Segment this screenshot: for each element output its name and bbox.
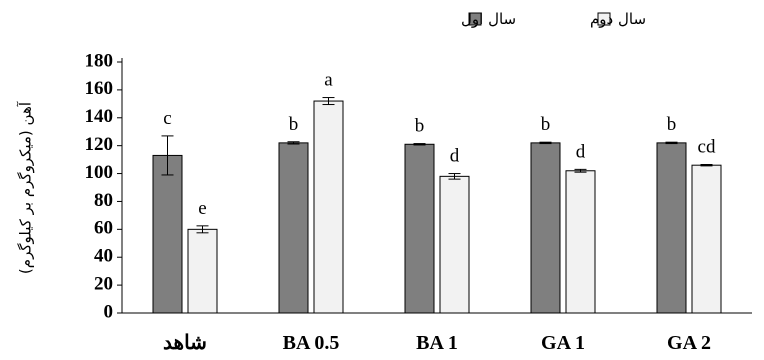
legend: سال اول سال دوم: [461, 10, 646, 28]
significance-label: b: [541, 114, 551, 135]
bars: c b b b b e a d d cd: [152, 70, 722, 314]
x-tick-label: BA 0.5: [283, 332, 340, 354]
legend-label: سال اول: [461, 10, 516, 28]
bar: [530, 142, 561, 314]
x-tick-label: BA 1: [416, 332, 458, 354]
bar: [691, 164, 722, 314]
y-tick-label: 0: [104, 301, 114, 322]
x-tick-label: GA 1: [541, 332, 585, 354]
y-axis-label: آهن (میکروگرم بر کیلوگرم): [17, 101, 35, 274]
y-tick-label: 20: [94, 273, 113, 294]
y-tick-label: 180: [85, 50, 114, 71]
y-tick-label: 80: [94, 190, 113, 211]
bar: [656, 142, 687, 314]
bar: [152, 154, 183, 314]
bar: [404, 143, 435, 314]
y-tick-label: 60: [94, 218, 113, 239]
bar: [278, 142, 309, 314]
legend-swatch: [597, 12, 611, 26]
bar: [313, 100, 344, 314]
significance-label: b: [667, 114, 677, 135]
significance-label: cd: [698, 136, 716, 157]
significance-label: d: [450, 146, 460, 167]
x-tick-label: GA 2: [667, 332, 711, 354]
legend-label: سال دوم: [590, 10, 646, 28]
legend-swatch: [468, 12, 482, 26]
y-tick-label: 140: [85, 106, 114, 127]
y-tick-label: 100: [85, 162, 114, 183]
x-tick-label: شاهد: [163, 332, 207, 354]
y-axis-label-group: آهن (میکروگرم بر کیلوگرم): [17, 101, 35, 274]
y-tick-label: 40: [94, 246, 113, 267]
axes: [121, 58, 752, 314]
significance-label: b: [289, 114, 299, 135]
significance-label: a: [324, 70, 333, 91]
bar: [187, 228, 218, 314]
bar: [439, 175, 470, 314]
bar: [565, 170, 596, 314]
significance-label: b: [415, 116, 425, 137]
category-labels: شاهد BA 0.5 BA 1 GA 1 GA 2: [163, 332, 711, 354]
significance-label: e: [198, 198, 206, 219]
significance-label: d: [576, 141, 586, 162]
y-tick-label: 160: [85, 78, 114, 99]
y-axis-ticks: 0 20 40 60 80 100 120 140 160 180: [85, 50, 122, 322]
significance-label: c: [163, 108, 171, 129]
y-tick-label: 120: [85, 134, 114, 155]
